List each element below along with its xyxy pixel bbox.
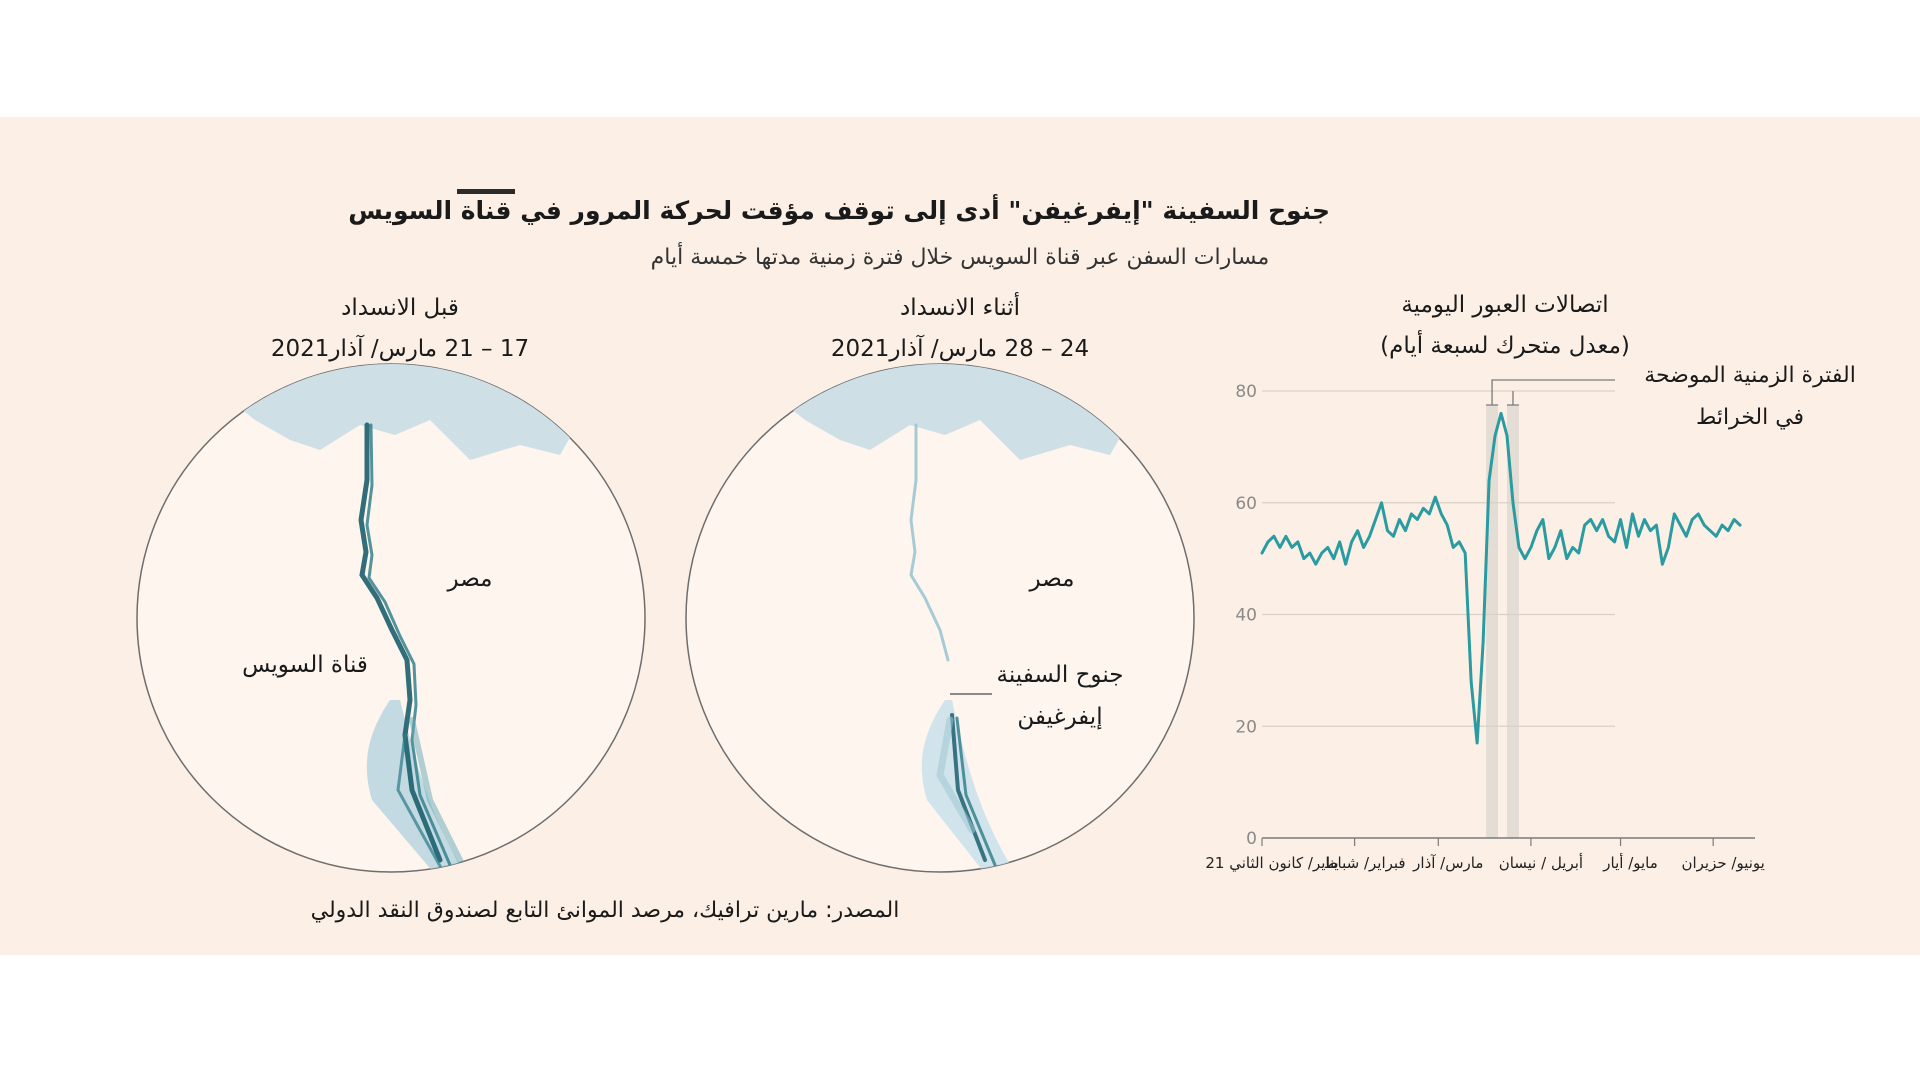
- y-tick-label: 80: [1235, 382, 1257, 402]
- x-tick-label: مارس/ آذار: [1412, 854, 1483, 872]
- ship-tracks-sparse: [909, 423, 997, 867]
- highlight-band: [1486, 405, 1499, 838]
- map-during-dates: 24 – 28 مارس/ آذار2021: [830, 336, 1090, 362]
- y-tick-label: 0: [1246, 829, 1257, 849]
- chart-title-line2: (معدل متحرك لسبعة أيام): [1380, 333, 1630, 359]
- highlight-bracket: [1486, 379, 1615, 406]
- chart-annotation-line1: الفترة الزمنية الموضحة: [1644, 363, 1856, 388]
- map-before-heading: قبل الانسداد: [341, 295, 459, 321]
- highlight-band: [1507, 405, 1519, 838]
- x-tick-label: أبريل / نيسان: [1499, 853, 1583, 872]
- page-subtitle: مسارات السفن عبر قناة السويس خلال فترة ز…: [650, 245, 1270, 270]
- map-before-canal-label: قناة السويس: [242, 652, 368, 678]
- x-tick-label: يناير/ كانون الثاني 21: [1205, 854, 1338, 873]
- source-note: المصدر: مارين ترافيك، مرصد الموانئ التاب…: [310, 898, 900, 923]
- y-tick-label: 20: [1235, 717, 1257, 737]
- y-tick-label: 60: [1235, 494, 1257, 514]
- y-tick-label: 40: [1235, 606, 1257, 626]
- ship-tracks-dense: [358, 422, 468, 872]
- chart-annotation-line2: في الخرائط: [1695, 405, 1805, 430]
- map-during-ship-label-line1: جنوح السفينة: [996, 662, 1124, 688]
- page-title: جنوح السفينة "إيفرغيفن" أدى إلى توقف مؤق…: [348, 196, 1330, 225]
- brand-dash: [457, 189, 515, 194]
- x-tick-label: مايو/ أيار: [1602, 853, 1658, 872]
- map-during-country-label: مصر: [1029, 566, 1075, 592]
- map-during-ship-label-line2: إيفرغيفن: [1017, 704, 1103, 730]
- map-before-dates: 17 – 21 مارس/ آذار2021: [270, 336, 530, 362]
- x-tick-label: يونيو/ حزيران: [1681, 854, 1764, 872]
- chart-title-line1: اتصالات العبور اليومية: [1401, 292, 1609, 318]
- map-before-country-label: مصر: [447, 566, 493, 592]
- series-line: [1260, 411, 1742, 745]
- map-during-heading: أثناء الانسداد: [900, 295, 1020, 321]
- x-tick-label: فبراير/ شباط: [1324, 854, 1406, 872]
